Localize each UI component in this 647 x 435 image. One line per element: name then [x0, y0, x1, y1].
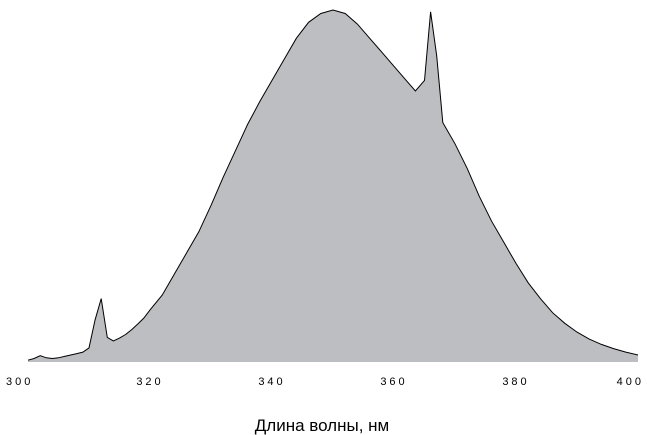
x-tick-label: 300: [6, 376, 33, 388]
x-tick-label: 320: [136, 376, 163, 388]
x-tick-label: 360: [380, 376, 407, 388]
spectrum-line: [27, 9, 639, 361]
x-tick-label: 340: [258, 376, 285, 388]
x-tick-label: 400: [617, 376, 644, 388]
x-tick-labels: 300 320 340 360 380 400: [6, 376, 644, 388]
plot-area: [27, 9, 639, 362]
spectrum-area: [28, 10, 638, 362]
x-axis-title: Длина волны, нм: [255, 416, 389, 435]
x-tick-label: 380: [502, 376, 529, 388]
